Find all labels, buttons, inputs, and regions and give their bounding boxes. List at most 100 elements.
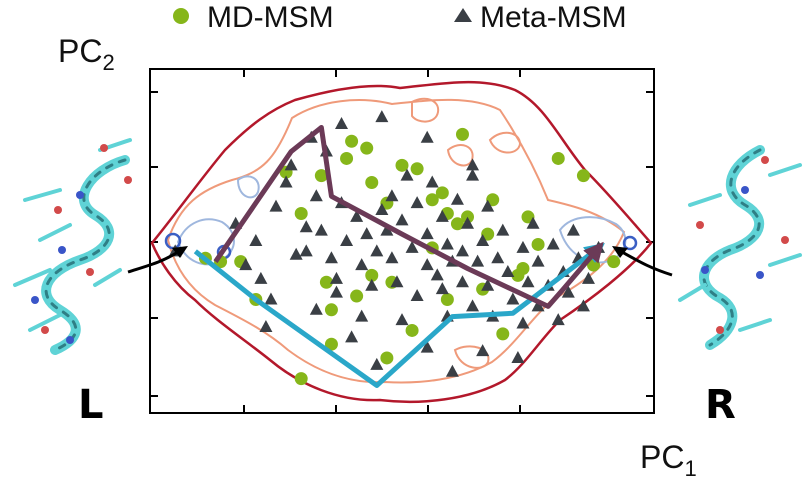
meta-msm-point [309,302,323,315]
meta-msm-point [496,223,510,236]
md-msm-point [360,141,374,155]
meta-msm-point [516,316,530,329]
meta-msm-point [566,223,580,236]
meta-msm-point [511,350,525,363]
meta-transition-path [213,124,604,309]
basin-ring-right [622,235,638,251]
meta-msm-point [420,227,434,240]
meta-msm-point [370,357,384,370]
meta-msm-point [390,275,404,288]
x-axis-title: PC1 [640,439,697,481]
helix-molecule-right [678,145,802,350]
md-msm-point [380,351,394,365]
inner-island-4 [453,345,490,369]
md-msm-point [531,237,545,251]
meta-msm-point [546,237,560,250]
meta-msm-point [345,330,359,343]
md-msm-point [551,151,565,165]
md-msm-point [496,327,510,341]
legend-label-meta-msm: Meta-MSM [480,1,627,34]
meta-msm-point [420,340,434,353]
md-msm-point [294,206,308,220]
meta-msm-point [425,175,439,188]
meta-msm-point [471,254,485,267]
meta-msm-point [355,309,369,322]
meta-msm-point [476,234,490,246]
md-msm-point [319,275,333,289]
meta-msm-point [445,364,459,377]
outer-contour [150,80,653,404]
inner-island-2 [488,131,522,154]
meta-msm-point [299,220,313,233]
arrow-left-state [127,250,179,274]
md-msm-point [410,162,424,176]
md-msm-point [395,158,409,172]
meta-msm-point [264,292,278,305]
meta-msm-point [576,299,590,312]
meta-msm-point [249,234,263,246]
meta-msm-point [370,244,384,257]
md-msm-point [350,289,364,303]
md-msm-point [324,337,338,351]
meta-msm-point [350,209,364,222]
free-energy-contours [150,80,653,404]
meta-msm-point [324,251,338,264]
meta-msm-point [365,278,379,291]
md-msm-point [314,169,328,183]
md-msm-point [345,134,359,148]
meta-msm-point [269,199,283,212]
md-msm-point [576,169,590,183]
meta-msm-point [501,264,515,277]
legend-label-md-msm: MD-MSM [207,1,334,34]
meta-msm-point [430,268,444,281]
meta-msm-point [491,251,505,264]
meta-msm-point [435,282,449,295]
meta-msm-point [259,320,273,332]
md-msm-point [440,292,454,306]
meta-msm-point [455,275,469,288]
meta-msm-point [461,216,475,229]
md-msm-point [425,193,439,207]
meta-msm-point [254,271,268,284]
legend-marker-meta-msm [454,8,472,22]
meta-msm-point [581,271,595,284]
meta-msm-point [466,168,480,181]
meta-msm-point [466,299,480,312]
state-label-left: L [78,382,104,428]
meta-msm-point [400,168,414,181]
meta-msm-point [239,258,253,271]
meta-msm-point [279,175,293,188]
meta-msm-point [375,110,389,123]
meta-msm-point [355,258,369,271]
meta-msm-point [466,158,480,171]
basin-contour-left [176,218,235,266]
meta-msm-point [435,209,449,222]
meta-msm-point [329,271,343,284]
meta-msm-point [329,285,343,298]
meta-msm-point [420,258,434,271]
meta-msm-point [561,285,575,298]
meta-msm-point [314,223,328,236]
meta-msm-point [526,216,540,229]
meta-msm-point [340,234,354,246]
meta-msm-point [299,244,313,257]
arrow-right-state [621,250,673,277]
meta-msm-point [360,227,374,240]
meta-msm-point [410,196,424,209]
meta-msm-point [450,192,464,205]
meta-msm-point [289,247,303,260]
state-label-right: R [705,382,736,428]
meta-msm-point [455,244,469,257]
md-msm-point [516,262,530,276]
md-msm-point [324,303,338,317]
meta-msm-point [521,275,535,288]
arrowhead-left-state [172,246,188,258]
meta-msm-point [481,278,495,291]
meta-msm-point [375,203,389,216]
md-msm-point [450,217,464,231]
md-msm-point [365,176,379,190]
meta-msm-point [405,240,419,253]
meta-msm-point [335,117,349,130]
meta-msm-point [395,213,409,226]
md-msm-point [340,151,354,165]
